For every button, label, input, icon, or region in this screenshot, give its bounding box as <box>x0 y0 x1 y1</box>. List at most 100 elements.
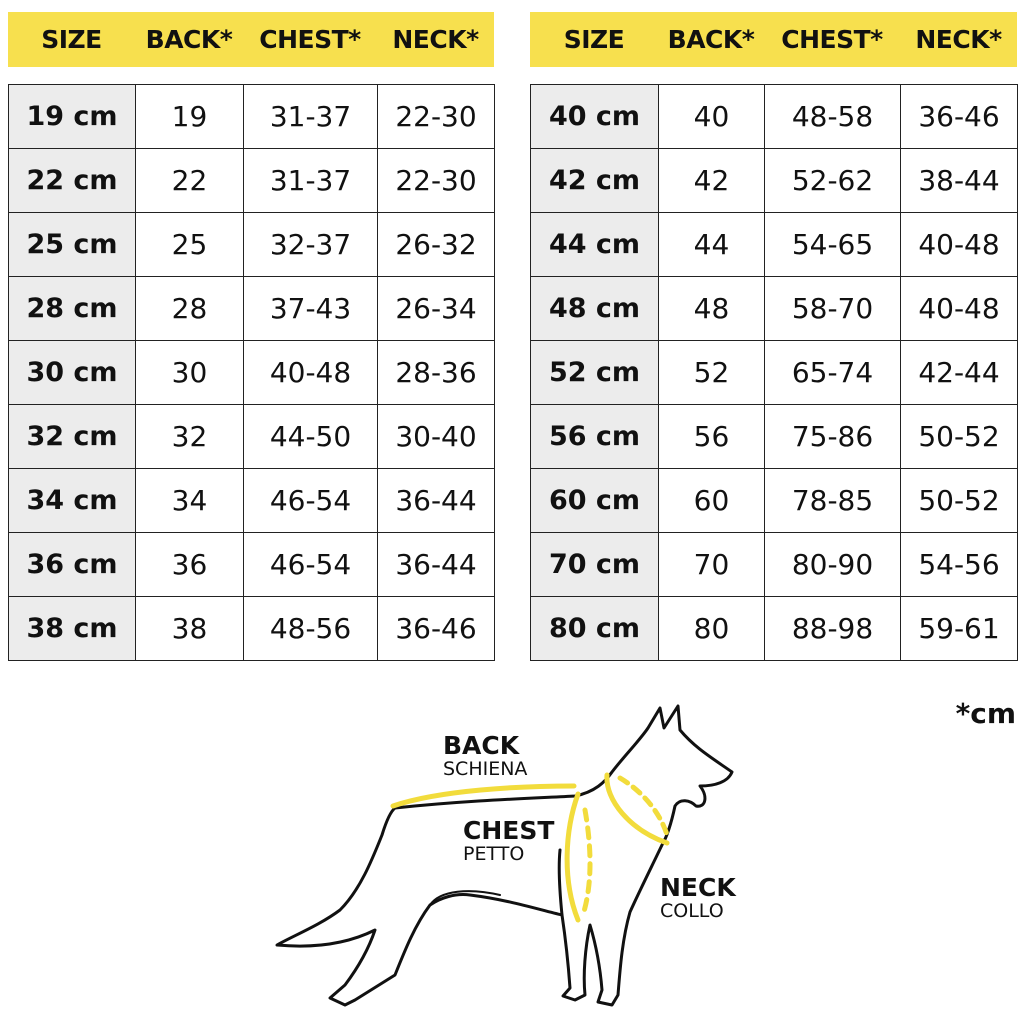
table-row: 30 cm 30 40-48 28-36 <box>8 340 495 405</box>
back-cell: 22 <box>135 148 244 213</box>
table-row: 34 cm 34 46-54 36-44 <box>8 468 495 533</box>
back-cell: 52 <box>658 340 765 405</box>
neck-cell: 40-48 <box>900 212 1018 277</box>
header-neck: NECK* <box>915 25 1002 54</box>
neck-cell: 59-61 <box>900 596 1018 661</box>
size-cell: 42 cm <box>530 148 659 213</box>
left-size-table: 19 cm 19 31-37 22-30 22 cm 22 31-37 22-30 25 cm 2… <box>8 84 495 661</box>
size-cell: 28 cm <box>8 276 136 341</box>
chest-cell: 48-56 <box>243 596 378 661</box>
chest-cell: 32-37 <box>243 212 378 277</box>
back-cell: 80 <box>658 596 765 661</box>
left-table-header: SIZE BACK* CHEST* NECK* <box>8 12 494 67</box>
table-row: 52 cm 52 65-74 42-44 <box>530 340 1018 405</box>
chest-measure-dashed <box>580 807 593 918</box>
neck-cell: 22-30 <box>377 148 495 213</box>
size-cell: 32 cm <box>8 404 136 469</box>
neck-label: NECK COLLO <box>660 875 736 921</box>
size-cell: 70 cm <box>530 532 659 597</box>
neck-cell: 38-44 <box>900 148 1018 213</box>
chest-cell: 52-62 <box>764 148 901 213</box>
neck-measure-line <box>604 772 670 846</box>
right-table-header: SIZE BACK* CHEST* NECK* <box>530 12 1017 67</box>
header-chest: CHEST* <box>781 25 883 54</box>
header-size: SIZE <box>563 25 625 54</box>
size-cell: 40 cm <box>530 84 659 149</box>
size-cell: 22 cm <box>8 148 136 213</box>
chest-cell: 31-37 <box>243 148 378 213</box>
back-label-subtitle: SCHIENA <box>443 758 528 780</box>
size-cell: 48 cm <box>530 276 659 341</box>
table-row: 56 cm 56 75-86 50-52 <box>530 404 1018 469</box>
size-cell: 36 cm <box>8 532 136 597</box>
neck-cell: 42-44 <box>900 340 1018 405</box>
size-cell: 60 cm <box>530 468 659 533</box>
chest-cell: 48-58 <box>764 84 901 149</box>
table-row: 70 cm 70 80-90 54-56 <box>530 532 1018 597</box>
chest-cell: 46-54 <box>243 468 378 533</box>
dog-outline-icon <box>275 704 734 1007</box>
chest-cell: 75-86 <box>764 404 901 469</box>
neck-cell: 36-44 <box>377 532 495 597</box>
neck-cell: 50-52 <box>900 404 1018 469</box>
back-cell: 44 <box>658 212 765 277</box>
neck-cell: 54-56 <box>900 532 1018 597</box>
neck-cell: 30-40 <box>377 404 495 469</box>
table-row: 36 cm 36 46-54 36-44 <box>8 532 495 597</box>
back-cell: 30 <box>135 340 244 405</box>
header-neck: NECK* <box>392 25 479 54</box>
chest-cell: 44-50 <box>243 404 378 469</box>
neck-cell: 26-32 <box>377 212 495 277</box>
table-row: 42 cm 42 52-62 38-44 <box>530 148 1018 213</box>
size-cell: 80 cm <box>530 596 659 661</box>
chest-cell: 37-43 <box>243 276 378 341</box>
size-cell: 56 cm <box>530 404 659 469</box>
table-row: 48 cm 48 58-70 40-48 <box>530 276 1018 341</box>
back-measure-line <box>390 783 577 809</box>
neck-cell: 50-52 <box>900 468 1018 533</box>
table-row: 44 cm 44 54-65 40-48 <box>530 212 1018 277</box>
chest-cell: 65-74 <box>764 340 901 405</box>
table-row: 60 cm 60 78-85 50-52 <box>530 468 1018 533</box>
size-cell: 19 cm <box>8 84 136 149</box>
back-cell: 56 <box>658 404 765 469</box>
right-size-table: 40 cm 40 48-58 36-46 42 cm 42 52-62 38-44 44 cm 4… <box>530 84 1018 661</box>
back-cell: 40 <box>658 84 765 149</box>
size-cell: 52 cm <box>530 340 659 405</box>
table-row: 22 cm 22 31-37 22-30 <box>8 148 495 213</box>
back-cell: 38 <box>135 596 244 661</box>
size-cell: 34 cm <box>8 468 136 533</box>
neck-cell: 36-46 <box>377 596 495 661</box>
header-chest: CHEST* <box>259 25 361 54</box>
size-cell: 44 cm <box>530 212 659 277</box>
chest-cell: 40-48 <box>243 340 378 405</box>
back-cell: 42 <box>658 148 765 213</box>
back-cell: 36 <box>135 532 244 597</box>
back-label-title: BACK <box>443 731 520 760</box>
size-cell: 30 cm <box>8 340 136 405</box>
chest-cell: 58-70 <box>764 276 901 341</box>
neck-cell: 36-46 <box>900 84 1018 149</box>
neck-label-title: NECK <box>660 873 736 902</box>
table-row: 40 cm 40 48-58 36-46 <box>530 84 1018 149</box>
header-back: BACK* <box>145 25 233 54</box>
measurement-lines <box>390 772 671 923</box>
neck-label-subtitle: COLLO <box>660 900 724 922</box>
header-size: SIZE <box>41 25 102 54</box>
back-cell: 34 <box>135 468 244 533</box>
back-label: BACK SCHIENA <box>443 733 527 779</box>
neck-measure-dashed <box>617 775 671 841</box>
chest-measure-line <box>564 791 581 923</box>
back-cell: 48 <box>658 276 765 341</box>
table-row: 80 cm 80 88-98 59-61 <box>530 596 1018 661</box>
back-cell: 25 <box>135 212 244 277</box>
size-cell: 38 cm <box>8 596 136 661</box>
chest-label-subtitle: PETTO <box>463 843 525 865</box>
table-row: 32 cm 32 44-50 30-40 <box>8 404 495 469</box>
table-row: 19 cm 19 31-37 22-30 <box>8 84 495 149</box>
header-back: BACK* <box>667 25 755 54</box>
chest-label-title: CHEST <box>463 816 555 845</box>
chest-label: CHEST PETTO <box>463 818 554 864</box>
unit-note: *cm <box>955 697 1016 730</box>
